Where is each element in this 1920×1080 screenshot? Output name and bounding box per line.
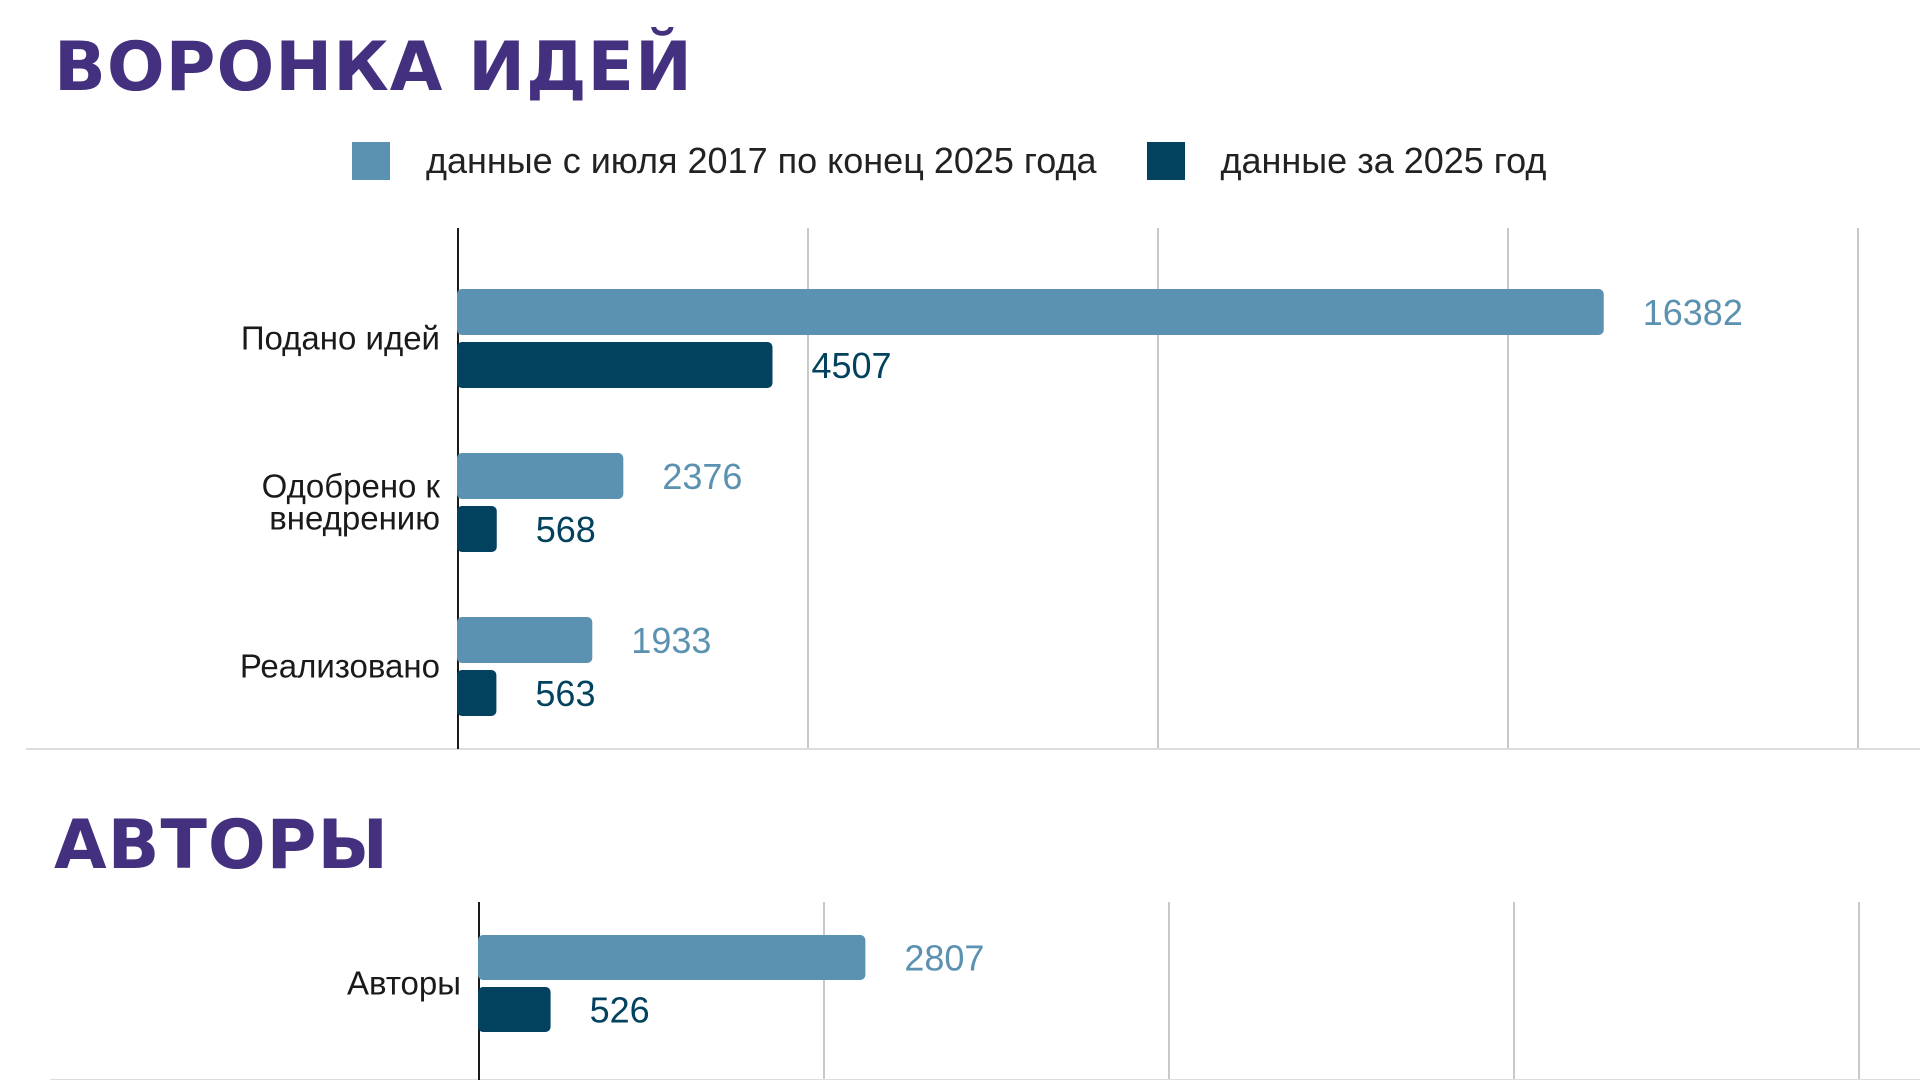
- legend: данные с июля 2017 по конец 2025 года да…: [352, 140, 1596, 182]
- data-label: 16382: [1643, 292, 1743, 333]
- funnel-chart: 16382 4507 Подано идей 2376 568 Одобрено квне…: [26, 228, 1920, 750]
- bar: [457, 670, 497, 716]
- bar: [457, 506, 497, 552]
- authors-title: АВТОРЫ: [54, 806, 389, 885]
- data-label: 4507: [811, 345, 891, 386]
- data-label: 2376: [662, 456, 742, 497]
- funnel-title: ВОРОНКА ИДЕЙ: [54, 28, 693, 107]
- data-label: 526: [590, 990, 650, 1031]
- legend-label-all-time: данные с июля 2017 по конец 2025 года: [426, 140, 1097, 181]
- category-label: внедрению: [269, 500, 440, 537]
- category-label: Одобрено к: [262, 468, 441, 505]
- bar: [457, 342, 773, 388]
- legend-label-2025: данные за 2025 год: [1220, 140, 1547, 181]
- bar: [478, 935, 866, 980]
- legend-swatch-all-time: [352, 142, 390, 180]
- data-label: 563: [535, 673, 595, 714]
- data-label: 1933: [631, 620, 711, 661]
- bar: [457, 289, 1604, 335]
- category-label: Подано идей: [241, 320, 440, 357]
- legend-item-all-time: данные с июля 2017 по конец 2025 года: [352, 140, 1097, 182]
- bar: [478, 987, 551, 1032]
- category-label: Авторы: [347, 965, 461, 1002]
- category-label: Реализовано: [240, 648, 440, 685]
- bar: [457, 453, 624, 499]
- bar: [457, 617, 593, 663]
- data-label: 568: [536, 509, 596, 550]
- legend-item-2025: данные за 2025 год: [1146, 140, 1547, 182]
- data-label: 2807: [904, 938, 984, 979]
- legend-swatch-2025: [1146, 142, 1185, 180]
